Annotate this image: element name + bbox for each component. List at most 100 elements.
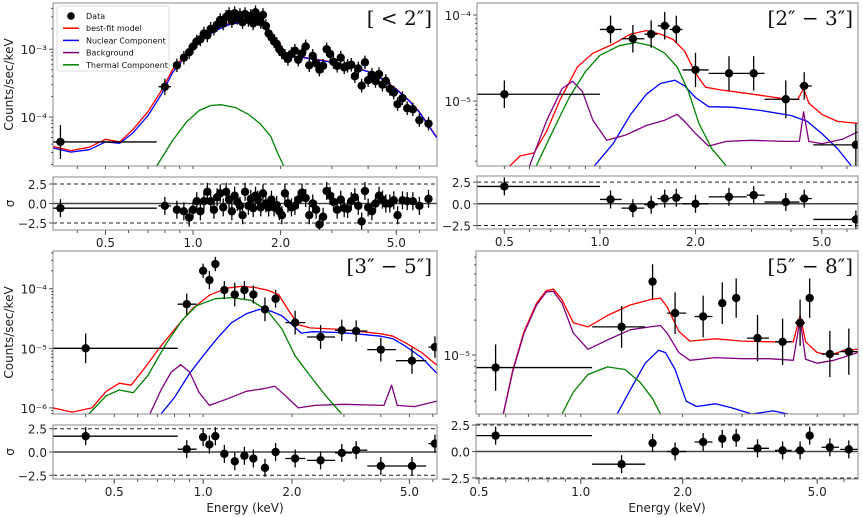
data-point bbox=[415, 115, 424, 125]
residual-point bbox=[617, 459, 626, 469]
legend-label: Nuclear Component bbox=[86, 36, 166, 45]
data-point bbox=[260, 305, 270, 314]
data-point bbox=[825, 349, 835, 359]
residual-point bbox=[646, 200, 656, 209]
data-point bbox=[778, 337, 787, 347]
y-tick-label: 10⁻⁴ bbox=[21, 111, 48, 125]
residual-point bbox=[491, 431, 500, 440]
residual-y-tick-label: 0.0 bbox=[28, 446, 47, 460]
residual-point bbox=[248, 203, 258, 213]
residual-point bbox=[336, 195, 345, 204]
data-point bbox=[724, 69, 734, 78]
main-axes-frame bbox=[52, 250, 438, 415]
residual-point bbox=[325, 191, 335, 200]
data-point bbox=[160, 82, 170, 91]
data-point bbox=[301, 42, 310, 51]
panel-bottom-right: 10⁻⁵ 0.5 1.0 2.0 5.0 [5″ − 8″] 2.5 0.0 −2.5 Energ… bbox=[441, 250, 859, 515]
data-point bbox=[781, 95, 790, 104]
x-axis-label: Energy (keV) bbox=[206, 501, 283, 515]
residual-point bbox=[221, 187, 231, 197]
residual-point bbox=[290, 454, 300, 463]
data-point bbox=[367, 70, 377, 79]
residual-point bbox=[606, 195, 615, 204]
data-point bbox=[753, 333, 762, 343]
model-line-background bbox=[502, 290, 858, 414]
panel-bottom-left: 10⁻⁶ 10⁻⁵ 10⁻⁴ 0.5 1.0 2.0 5.0 [3″ − 5″] Counts/… bbox=[2, 250, 438, 515]
x-axis-label: Energy (keV) bbox=[628, 501, 705, 515]
residual-y-tick-label: −2.5 bbox=[18, 217, 47, 231]
model-line-thermal-component bbox=[535, 41, 727, 166]
residual-points bbox=[476, 426, 858, 474]
data-point bbox=[800, 81, 809, 91]
data-point bbox=[500, 90, 509, 99]
data-points bbox=[477, 12, 858, 166]
residual-point bbox=[672, 193, 681, 202]
data-point bbox=[203, 31, 212, 40]
data-point bbox=[172, 61, 182, 70]
residual-point bbox=[81, 431, 90, 441]
data-point bbox=[491, 363, 500, 372]
data-point bbox=[297, 49, 307, 58]
residual-point bbox=[203, 187, 212, 197]
residual-point bbox=[271, 447, 280, 457]
data-point bbox=[672, 25, 681, 34]
region-label: [ < 2″] bbox=[367, 6, 432, 30]
residual-point bbox=[805, 431, 814, 440]
data-point bbox=[311, 59, 321, 68]
panel-top-right: 10⁻⁵ 10⁻⁴ 0.5 1.0 2.0 5.0 [2″ − 3″] 2.5 0.0 −2.5 bbox=[442, 2, 859, 249]
region-label: [2″ − 3″] bbox=[768, 6, 853, 30]
region-label: [3″ − 5″] bbox=[347, 254, 432, 278]
y-axis-label: Counts/sec/keV bbox=[2, 38, 16, 131]
residual-point bbox=[249, 454, 258, 463]
residual-point bbox=[731, 433, 741, 442]
data-point bbox=[258, 10, 268, 20]
residual-point bbox=[227, 207, 237, 216]
data-point bbox=[325, 49, 335, 59]
residual-point bbox=[280, 189, 290, 198]
residual-point bbox=[408, 196, 418, 206]
residual-point bbox=[315, 220, 324, 229]
y-tick-label: 10⁻⁵ bbox=[21, 342, 48, 356]
data-point bbox=[198, 266, 208, 276]
residual-point bbox=[294, 195, 303, 204]
data-point bbox=[389, 88, 398, 97]
residual-y-tick-label: 0.0 bbox=[28, 198, 47, 212]
residual-panel: 2.5 0.0 −2.5 σ bbox=[3, 176, 438, 231]
model-line-best-fit-model bbox=[53, 285, 437, 413]
data-point bbox=[205, 275, 214, 285]
residual-panel: 2.5 0.0 −2.5 σ bbox=[3, 423, 438, 483]
main-axes-frame bbox=[476, 2, 859, 167]
residual-point bbox=[332, 205, 342, 214]
residual-point bbox=[206, 196, 215, 206]
residual-point bbox=[308, 199, 317, 208]
residual-point bbox=[753, 444, 762, 453]
y-tick-label: 10⁻⁴ bbox=[445, 9, 472, 23]
residual-point bbox=[316, 456, 325, 465]
residual-point bbox=[749, 190, 758, 200]
legend-box bbox=[56, 5, 170, 72]
residual-point bbox=[844, 445, 854, 454]
y-axis-label: Counts/sec/keV bbox=[2, 286, 16, 379]
residual-y-tick-label: 2.5 bbox=[451, 419, 470, 433]
x-tick-label: 0.5 bbox=[469, 485, 488, 499]
residual-point bbox=[240, 187, 250, 197]
x-tick-label: 1.0 bbox=[571, 485, 590, 499]
data-point bbox=[398, 93, 407, 103]
residual-point bbox=[56, 203, 65, 213]
residual-point bbox=[500, 182, 509, 191]
residual-panel: 2.5 0.0 −2.5 bbox=[442, 175, 859, 234]
data-point bbox=[408, 105, 418, 114]
data-point bbox=[318, 61, 328, 70]
residual-point bbox=[354, 201, 363, 211]
data-point bbox=[795, 318, 805, 327]
residual-point bbox=[415, 201, 424, 211]
data-point bbox=[606, 25, 615, 34]
x-tick-label: 0.5 bbox=[96, 236, 115, 250]
residual-point bbox=[198, 432, 208, 442]
model-line-background bbox=[149, 364, 437, 414]
data-point bbox=[308, 51, 317, 60]
legend-label: best-fit model bbox=[86, 24, 142, 33]
x-tick-label: 5.0 bbox=[812, 235, 831, 249]
residual-point bbox=[260, 463, 270, 473]
residual-y-axis-label: σ bbox=[3, 199, 17, 207]
